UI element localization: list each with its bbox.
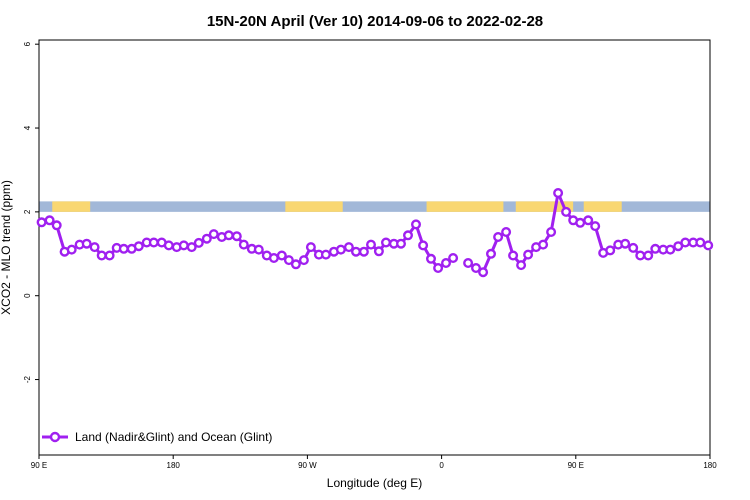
data-point-70: [561, 206, 572, 217]
data-point-89: [703, 240, 714, 251]
data-point-48: [396, 238, 407, 249]
data-point-57: [463, 258, 474, 269]
y-axis: -2 0 2 4 6: [23, 41, 39, 383]
data-point-11: [118, 243, 129, 254]
y-tick-label-4: 6: [23, 41, 32, 46]
land-segment-2: [426, 201, 504, 212]
data-point-64: [516, 260, 527, 271]
data-point-2: [51, 220, 62, 231]
chart-title: 15N-20N April (Ver 10) 2014-09-06 to 202…: [207, 13, 543, 30]
data-point-22: [201, 233, 212, 244]
data-point-33: [283, 255, 294, 266]
data-point-21: [193, 237, 204, 248]
data-point-55: [448, 252, 459, 263]
data-point-27: [238, 239, 249, 250]
data-point-50: [411, 219, 422, 230]
data-point-43: [358, 246, 369, 257]
land-segment-4: [583, 201, 622, 212]
data-point-58: [471, 263, 482, 274]
data-point-42: [351, 246, 362, 257]
data-point-54: [441, 258, 452, 269]
data-point-13: [133, 241, 144, 252]
data-point-68: [546, 226, 557, 237]
data-point-17: [163, 240, 174, 251]
x-axis: 90 E 180 90 W 0 90 E 180: [31, 455, 717, 470]
data-point-84: [665, 244, 676, 255]
land-segment-1: [285, 201, 343, 212]
y-tick-label-0: -2: [23, 375, 32, 383]
data-point-36: [305, 242, 316, 253]
x-axis-label: Longitude (deg E): [327, 476, 422, 490]
y-tick-label-2: 2: [23, 209, 32, 214]
data-point-45: [373, 246, 384, 257]
data-point-62: [501, 226, 512, 237]
data-point-76: [605, 245, 616, 256]
data-point-65: [523, 249, 534, 260]
data-point-26: [231, 231, 242, 242]
y-axis-label: XCO2 - MLO trend (ppm): [0, 180, 13, 315]
x-tick-label-0: 90 E: [31, 461, 47, 470]
data-point-61: [493, 231, 504, 242]
ocean-band: [39, 201, 710, 212]
data-point-35: [298, 255, 309, 266]
data-point-25: [223, 230, 234, 241]
data-point-31: [268, 252, 279, 263]
data-point-72: [575, 217, 586, 228]
data-point-86: [680, 237, 691, 248]
legend-marker: [49, 431, 61, 443]
land-segment-0: [52, 201, 91, 212]
data-point-8: [96, 250, 107, 261]
data-point-52: [426, 253, 437, 264]
data-point-51: [418, 240, 429, 251]
data-point-69: [553, 187, 564, 198]
data-point-49: [403, 230, 414, 241]
legend: Land (Nadir&Glint) and Ocean (Glint): [42, 430, 272, 444]
data-point-7: [89, 242, 100, 253]
data-point-9: [104, 250, 115, 261]
data-point-80: [635, 250, 646, 261]
data-point-82: [650, 243, 661, 254]
data-point-60: [486, 248, 497, 259]
data-point-23: [208, 229, 219, 240]
data-point-79: [628, 242, 639, 253]
data-point-88: [695, 237, 706, 248]
data-point-44: [366, 239, 377, 250]
data-point-29: [253, 244, 264, 255]
x-tick-label-2: 90 W: [298, 461, 317, 470]
y-tick-label-1: 0: [23, 293, 32, 298]
data-point-19: [178, 240, 189, 251]
land-segment-3: [515, 201, 574, 212]
series-group: [36, 187, 714, 278]
data-point-81: [643, 250, 654, 261]
data-point-20: [186, 242, 197, 253]
data-point-74: [590, 221, 601, 232]
y-tick-label-3: 4: [23, 125, 32, 130]
data-point-6: [81, 238, 92, 249]
data-point-46: [381, 237, 392, 248]
data-point-38: [320, 249, 331, 260]
x-tick-label-4: 90 E: [568, 461, 584, 470]
data-point-41: [343, 242, 354, 253]
data-point-59: [478, 267, 489, 278]
legend-label: Land (Nadir&Glint) and Ocean (Glint): [75, 430, 272, 444]
x-tick-label-3: 0: [439, 461, 444, 470]
x-tick-label-1: 180: [167, 461, 181, 470]
data-point-32: [276, 250, 287, 261]
land-ocean-band: [39, 201, 710, 212]
data-point-63: [508, 250, 519, 261]
data-point-40: [335, 244, 346, 255]
data-point-0: [36, 217, 47, 228]
data-point-53: [433, 263, 444, 274]
data-point-73: [583, 215, 594, 226]
data-point-1: [44, 215, 55, 226]
data-point-67: [538, 239, 549, 250]
data-point-78: [620, 238, 631, 249]
x-tick-label-5: 180: [703, 461, 717, 470]
data-point-34: [290, 259, 301, 270]
data-point-15: [148, 237, 159, 248]
data-point-4: [66, 244, 77, 255]
